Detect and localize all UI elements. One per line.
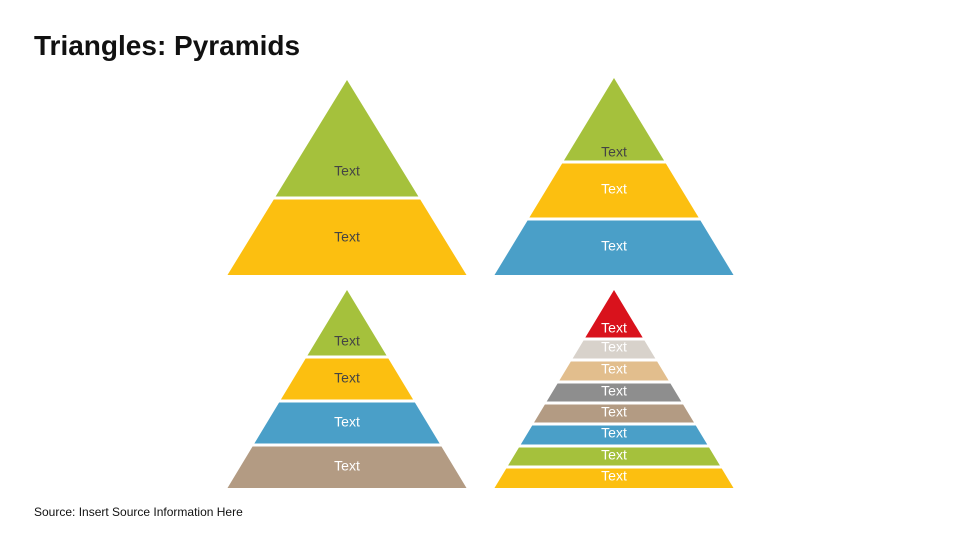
source-note: Source: Insert Source Information Here [34, 505, 243, 519]
pyramid-eight-level: Text Text Text Text Text Text Text Text [494, 290, 734, 488]
pyramid-four-level-level-1-label: Text [334, 333, 360, 349]
pyramid-four-level: Text Text Text Text [227, 290, 467, 488]
pyramid-eight-level-level-4-label: Text [601, 383, 627, 399]
pyramid-eight-level-level-6-label: Text [601, 425, 627, 441]
pyramid-four-level-level-4-label: Text [334, 458, 360, 474]
pyramid-eight-level-level-4 [546, 383, 682, 402]
pyramid-eight-level-level-8 [494, 468, 734, 488]
pyramid-three-level-level-3 [494, 220, 734, 275]
pyramid-three-level: Text Text Text [494, 78, 734, 275]
pyramid-eight-level-level-7-label: Text [601, 447, 627, 463]
pyramid-four-level-level-3 [254, 402, 440, 444]
pyramid-eight-level-level-3-label: Text [601, 361, 627, 377]
slide-title: Triangles: Pyramids [34, 30, 301, 61]
pyramid-four-level-level-2 [280, 358, 414, 400]
pyramid-four-level-level-1 [307, 290, 387, 356]
pyramid-four-level-level-2-label: Text [334, 370, 360, 386]
pyramid-two-level-level-2 [227, 199, 467, 275]
pyramid-two-level-level-1-label: Text [334, 163, 360, 179]
pyramid-two-level: Text Text [227, 80, 467, 275]
pyramid-four-level-level-3-label: Text [334, 414, 360, 430]
pyramid-three-level-level-1 [563, 78, 665, 161]
pyramid-two-level-level-2-label: Text [334, 229, 360, 245]
pyramid-three-level-level-3-label: Text [601, 238, 627, 254]
pyramid-three-level-level-2-label: Text [601, 181, 627, 197]
pyramid-eight-level-level-3 [559, 361, 669, 381]
pyramid-eight-level-level-1 [585, 290, 643, 338]
pyramid-eight-level-level-5 [534, 404, 694, 423]
pyramid-eight-level-level-8-label: Text [601, 468, 627, 484]
pyramid-two-level-level-1 [275, 80, 419, 197]
pyramid-eight-level-level-6 [520, 425, 708, 445]
pyramid-three-level-level-2 [529, 163, 699, 218]
pyramid-eight-level-level-2 [572, 340, 656, 359]
pyramid-eight-level-level-1-label: Text [601, 320, 627, 336]
pyramid-eight-level-level-5-label: Text [601, 404, 627, 420]
pyramid-three-level-level-1-label: Text [601, 144, 627, 160]
pyramid-eight-level-level-2-label: Text [601, 339, 627, 355]
pyramid-eight-level-level-7 [508, 447, 720, 466]
pyramid-four-level-level-4 [227, 446, 467, 488]
